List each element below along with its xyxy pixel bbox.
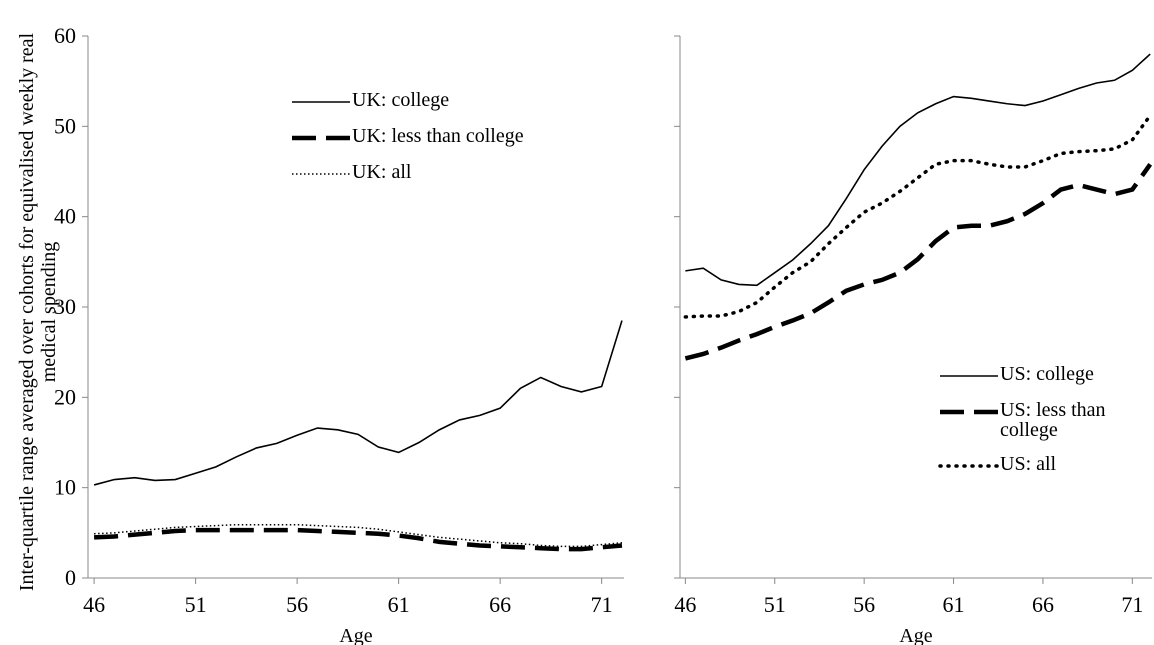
y-tick-label: 20: [54, 384, 76, 409]
series-line: [93, 527, 623, 552]
y-tick-label: 10: [54, 475, 76, 500]
legend-item: US: all: [938, 454, 1154, 476]
x-tick-label: 46: [674, 592, 696, 617]
y-tick-label: 50: [54, 113, 76, 138]
series-line: [684, 162, 1153, 361]
x-tick-label: 66: [489, 592, 511, 617]
series-line: [93, 320, 623, 486]
legend-swatch: [940, 409, 998, 415]
x-axis-label: Age: [899, 625, 932, 645]
series-line: [685, 53, 1151, 287]
legend-swatch: [940, 375, 998, 377]
x-axis-label: Age: [339, 625, 372, 645]
x-tick-label: 46: [83, 592, 105, 617]
legend-swatch: [292, 101, 350, 103]
legend-swatch: [938, 464, 1000, 468]
legend-swatch: [292, 173, 350, 175]
series-line: [94, 523, 623, 548]
x-tick-label: 51: [185, 592, 207, 617]
y-tick-label: 30: [54, 294, 76, 319]
x-tick-label: 56: [853, 592, 875, 617]
y-tick-label: 60: [54, 23, 76, 48]
legend-label: UK: less than college: [352, 125, 524, 147]
legend: US: college US: less than college US: all: [938, 364, 1154, 490]
x-tick-label: 66: [1032, 592, 1054, 617]
x-tick-label: 61: [388, 592, 410, 617]
legend: UK: college UK: less than college UK: all: [290, 90, 610, 198]
legend-item: UK: all: [290, 162, 610, 184]
y-tick-label: 0: [65, 565, 76, 590]
y-tick-label: 40: [54, 204, 76, 229]
series-line: [683, 113, 1152, 319]
x-tick-label: 56: [286, 592, 308, 617]
x-tick-label: 61: [943, 592, 965, 617]
legend-label: UK: college: [352, 89, 450, 111]
x-tick-label: 71: [591, 592, 613, 617]
legend-item: UK: less than college: [290, 126, 610, 148]
legend-swatch: [292, 135, 350, 141]
x-tick-label: 71: [1121, 592, 1143, 617]
y-axis-label: Inter-quartile range averaged over cohor…: [16, 32, 60, 592]
legend-item: UK: college: [290, 90, 610, 112]
legend-label: UK: all: [352, 161, 412, 183]
legend-label: US: all: [1000, 453, 1057, 475]
legend-item: US: college: [938, 364, 1154, 386]
legend-item: US: less than college: [938, 400, 1154, 440]
x-tick-label: 51: [764, 592, 786, 617]
legend-label: US: college: [1000, 363, 1094, 385]
legend-label: US: less than college: [1000, 399, 1106, 441]
